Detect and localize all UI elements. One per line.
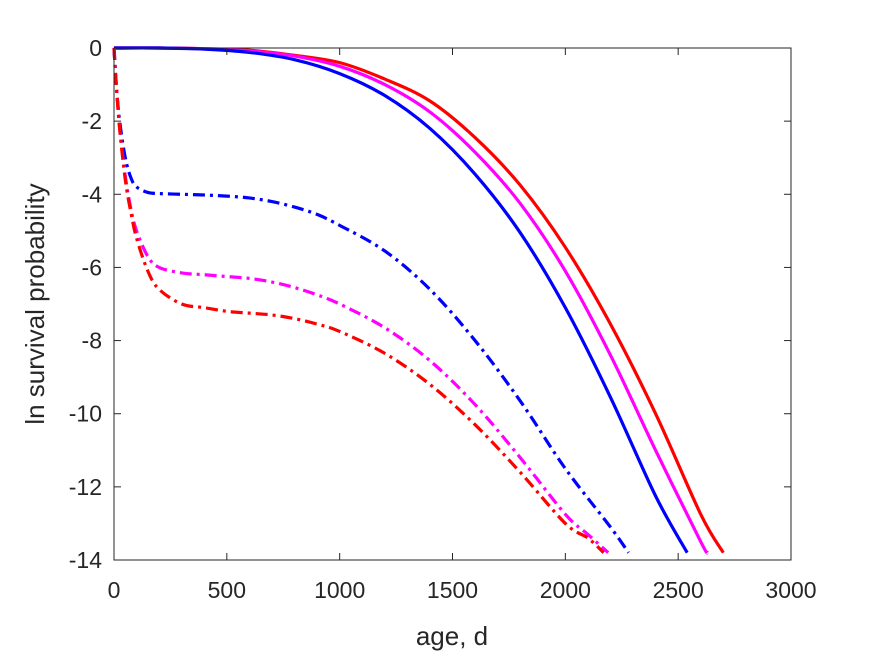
y-tick-label: -2 [82, 108, 102, 134]
series-line-4 [112, 47, 630, 554]
x-tick-label: 2500 [653, 577, 704, 603]
plot-area [114, 48, 791, 560]
y-tick-label: -12 [69, 474, 102, 500]
y-tick-label: -14 [69, 547, 102, 573]
x-tick-label: 1500 [427, 577, 478, 603]
x-tick-label: 1000 [314, 577, 365, 603]
x-tick-label: 2000 [540, 577, 591, 603]
x-axis-label: age, d [416, 621, 488, 651]
series-layer [112, 46, 725, 555]
series-line-6 [112, 47, 605, 554]
y-tick-label: -10 [69, 401, 102, 427]
y-tick-label: 0 [89, 35, 102, 61]
y-tick-label: -8 [82, 328, 102, 354]
y-axis-label: ln survival probability [20, 183, 50, 424]
ticks-layer: 0 500 1000 1500 2000 2500 3000 0 -2 -4 -6 -8 -10 -12 -… [69, 35, 817, 603]
x-tick-label: 3000 [765, 577, 816, 603]
y-tick-label: -6 [82, 254, 102, 280]
x-tick-label: 500 [208, 577, 246, 603]
x-tick-label: 0 [108, 577, 121, 603]
y-tick-label: -4 [82, 181, 103, 207]
series-line-3 [113, 46, 689, 554]
